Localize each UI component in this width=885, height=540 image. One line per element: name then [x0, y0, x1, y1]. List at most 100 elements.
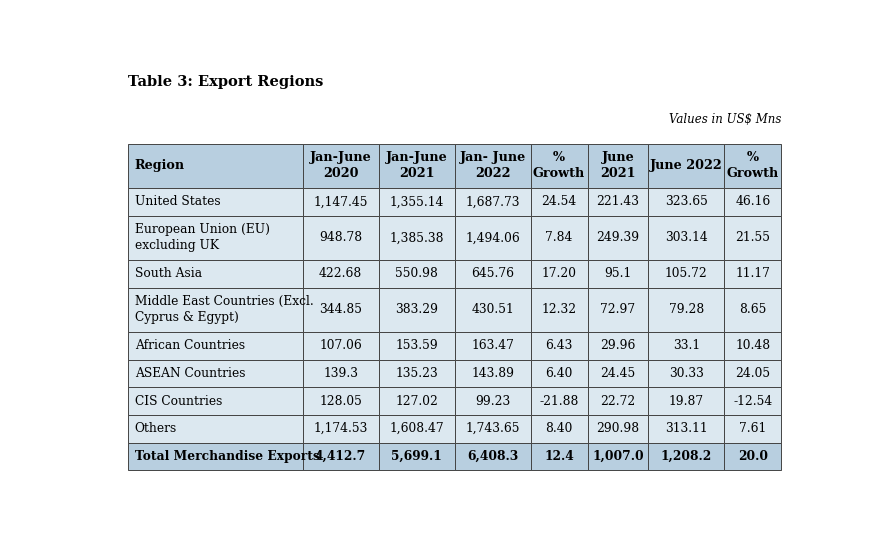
Text: 1,208.2: 1,208.2 [661, 450, 712, 463]
Bar [531, 144, 588, 188]
Text: 105.72: 105.72 [665, 267, 708, 280]
Bar [303, 443, 379, 470]
Text: 1,147.45: 1,147.45 [313, 195, 368, 208]
Text: 8.65: 8.65 [739, 303, 766, 316]
Text: 24.45: 24.45 [600, 367, 635, 380]
Bar [588, 415, 649, 443]
Text: 29.96: 29.96 [600, 339, 635, 352]
Text: 72.97: 72.97 [600, 303, 635, 316]
Text: 313.11: 313.11 [666, 422, 708, 435]
Bar [379, 332, 455, 360]
Text: -21.88: -21.88 [540, 395, 579, 408]
Bar [649, 260, 725, 288]
Bar [127, 215, 303, 260]
Text: 17.20: 17.20 [542, 267, 577, 280]
Text: June
2021: June 2021 [600, 151, 635, 180]
Bar [649, 415, 725, 443]
Bar [379, 443, 455, 470]
Text: 163.47: 163.47 [471, 339, 514, 352]
Bar [725, 215, 781, 260]
Text: 143.89: 143.89 [471, 367, 514, 380]
Text: 383.29: 383.29 [395, 303, 438, 316]
Text: 303.14: 303.14 [665, 231, 708, 245]
Bar [588, 260, 649, 288]
Bar [455, 387, 531, 415]
Bar [725, 144, 781, 188]
Bar [725, 332, 781, 360]
Text: %
Growth: % Growth [533, 151, 585, 180]
Bar [649, 443, 725, 470]
Text: 4,412.7: 4,412.7 [315, 450, 366, 463]
Bar [531, 415, 588, 443]
Text: 33.1: 33.1 [673, 339, 700, 352]
Text: Jan- June
2022: Jan- June 2022 [459, 151, 526, 180]
Text: 6,408.3: 6,408.3 [467, 450, 519, 463]
Bar [725, 387, 781, 415]
Bar [649, 144, 725, 188]
Text: 1,743.65: 1,743.65 [466, 422, 519, 435]
Bar [303, 260, 379, 288]
Text: 79.28: 79.28 [669, 303, 704, 316]
Text: CIS Countries: CIS Countries [135, 395, 222, 408]
Text: ASEAN Countries: ASEAN Countries [135, 367, 245, 380]
Bar [531, 260, 588, 288]
Text: 127.02: 127.02 [395, 395, 438, 408]
Bar [455, 443, 531, 470]
Bar [379, 387, 455, 415]
Bar [649, 360, 725, 387]
Bar [455, 360, 531, 387]
Text: 430.51: 430.51 [471, 303, 514, 316]
Text: United States: United States [135, 195, 220, 208]
Text: 1,687.73: 1,687.73 [466, 195, 519, 208]
Bar [127, 415, 303, 443]
Bar [725, 360, 781, 387]
Bar [588, 144, 649, 188]
Bar [455, 415, 531, 443]
Text: 135.23: 135.23 [396, 367, 438, 380]
Text: 10.48: 10.48 [735, 339, 771, 352]
Bar [127, 443, 303, 470]
Text: 7.61: 7.61 [739, 422, 766, 435]
Text: 99.23: 99.23 [475, 395, 511, 408]
Text: African Countries: African Countries [135, 339, 245, 352]
Bar [531, 387, 588, 415]
Bar [725, 288, 781, 332]
Bar [379, 288, 455, 332]
Text: 1,007.0: 1,007.0 [592, 450, 643, 463]
Text: 344.85: 344.85 [319, 303, 362, 316]
Text: 1,385.38: 1,385.38 [389, 231, 444, 245]
Bar [588, 188, 649, 215]
Bar [127, 332, 303, 360]
Text: 645.76: 645.76 [471, 267, 514, 280]
Bar [127, 260, 303, 288]
Bar [303, 288, 379, 332]
Bar [303, 415, 379, 443]
Text: 948.78: 948.78 [319, 231, 362, 245]
Text: 323.65: 323.65 [665, 195, 708, 208]
Bar [455, 260, 531, 288]
Bar [649, 288, 725, 332]
Bar [455, 188, 531, 215]
Text: 1,355.14: 1,355.14 [389, 195, 443, 208]
Bar [379, 360, 455, 387]
Text: Values in US$ Mns: Values in US$ Mns [669, 113, 781, 126]
Bar [531, 288, 588, 332]
Text: South Asia: South Asia [135, 267, 202, 280]
Text: 221.43: 221.43 [596, 195, 640, 208]
Bar [379, 260, 455, 288]
Text: -12.54: -12.54 [734, 395, 773, 408]
Text: 249.39: 249.39 [596, 231, 640, 245]
Text: 290.98: 290.98 [596, 422, 640, 435]
Bar [531, 443, 588, 470]
Bar [303, 188, 379, 215]
Text: 24.05: 24.05 [735, 367, 771, 380]
Bar [531, 188, 588, 215]
Text: 11.17: 11.17 [735, 267, 770, 280]
Text: European Union (EU)
excluding UK: European Union (EU) excluding UK [135, 224, 270, 252]
Bar [379, 415, 455, 443]
Bar [455, 144, 531, 188]
Bar [649, 332, 725, 360]
Text: 12.4: 12.4 [544, 450, 574, 463]
Bar [588, 332, 649, 360]
Text: Total Merchandise Exports: Total Merchandise Exports [135, 450, 319, 463]
